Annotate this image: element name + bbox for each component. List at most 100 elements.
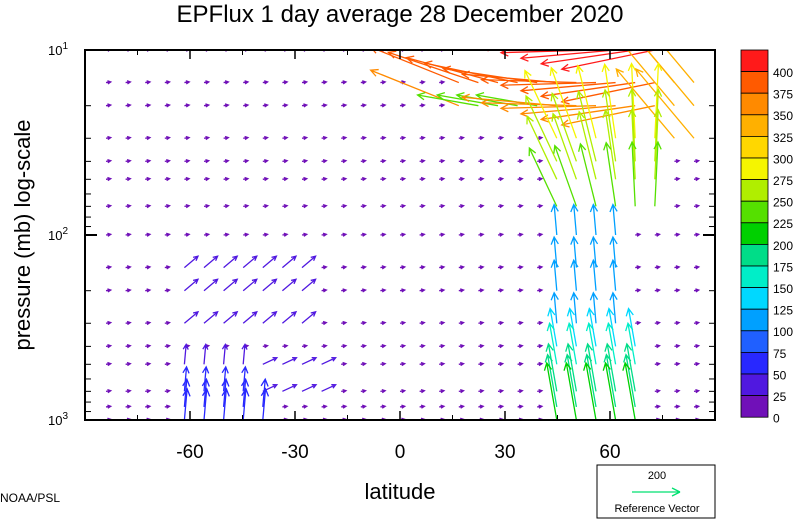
flux-vector <box>674 404 681 409</box>
flux-vector <box>419 404 426 409</box>
flux-vector <box>654 343 661 349</box>
flux-vector <box>360 288 367 293</box>
flux-vector <box>439 288 446 293</box>
flux-vector <box>321 176 328 182</box>
flux-vector <box>517 265 524 270</box>
flux-vector <box>478 176 485 182</box>
flux-vector <box>360 265 367 270</box>
flux-vector <box>578 142 597 207</box>
flux-vector <box>105 135 113 141</box>
flux-vector <box>380 135 387 141</box>
flux-vector <box>380 404 387 409</box>
flux-vector <box>341 388 348 394</box>
flux-vector <box>282 176 289 182</box>
flux-vector <box>517 158 524 164</box>
flux-vector <box>537 343 544 349</box>
flux-vector <box>223 232 230 237</box>
flux-vector <box>203 135 211 141</box>
flux-vector <box>301 356 318 365</box>
flux-vector <box>653 62 663 139</box>
flux-vector <box>182 342 189 365</box>
flux-vector <box>693 388 701 394</box>
flux-vector <box>145 343 152 349</box>
flux-vector <box>693 232 701 237</box>
flux-vector <box>399 203 407 209</box>
flux-vector <box>241 387 250 420</box>
flux-vector <box>321 288 328 293</box>
flux-vector <box>654 232 661 237</box>
flux-vector <box>537 361 544 367</box>
flux-vector <box>145 388 152 394</box>
flux-vector <box>537 232 544 237</box>
flux-vector <box>341 232 348 237</box>
flux-vector <box>575 64 597 139</box>
flux-vector <box>419 265 426 270</box>
flux-vector <box>603 353 617 408</box>
flux-vector <box>221 365 229 392</box>
flux-vector <box>360 158 367 164</box>
flux-vector <box>626 50 675 107</box>
flux-vector <box>301 232 309 237</box>
colorbar-swatch <box>740 287 769 310</box>
flux-vector <box>321 232 328 237</box>
colorbar-label: 150 <box>773 282 793 296</box>
flux-vector <box>125 343 132 349</box>
flux-vector <box>341 343 348 349</box>
flux-vector <box>360 203 367 209</box>
flux-vector <box>399 320 407 326</box>
flux-vector <box>321 404 328 409</box>
flux-vector <box>439 232 446 237</box>
flux-vector <box>399 232 407 237</box>
flux-vector <box>634 67 695 139</box>
flux-vector <box>517 388 524 394</box>
flux-vector <box>360 80 367 85</box>
flux-vector <box>497 135 505 141</box>
flux-vector <box>439 320 446 326</box>
flux-vector <box>223 135 230 141</box>
flux-vector <box>360 404 367 409</box>
flux-vector <box>550 258 559 291</box>
vector-field <box>105 50 701 420</box>
flux-vector <box>537 404 544 409</box>
flux-vector <box>497 265 505 270</box>
flux-vector <box>550 291 559 324</box>
flux-vector <box>566 321 578 365</box>
flux-vector <box>182 365 190 392</box>
flux-vector <box>654 404 661 409</box>
flux-vector <box>184 176 191 182</box>
flux-vector <box>478 343 485 349</box>
flux-vector <box>627 87 637 162</box>
colorbar-label: 325 <box>773 131 793 145</box>
flux-vector <box>260 377 269 407</box>
flux-vector <box>674 232 681 237</box>
flux-vector <box>360 320 367 326</box>
colorbar-label: 25 <box>773 390 787 404</box>
flux-vector <box>243 176 250 182</box>
flux-vector <box>223 80 230 85</box>
flux-vector <box>635 288 642 293</box>
flux-vector <box>380 320 387 326</box>
flux-vector <box>537 176 544 182</box>
y-tick-label: 102 <box>48 226 68 243</box>
flux-vector <box>439 343 446 349</box>
flux-vector <box>653 140 662 207</box>
flux-vector <box>551 112 578 180</box>
flux-vector <box>605 321 617 365</box>
flux-vector <box>604 342 617 392</box>
flux-vector <box>497 404 505 409</box>
flux-vector <box>282 232 289 237</box>
flux-vector <box>125 80 132 85</box>
flux-vector <box>164 265 171 270</box>
flux-vector <box>301 203 309 209</box>
flux-vector <box>439 404 446 409</box>
x-axis-label: latitude <box>365 479 436 504</box>
flux-vector <box>203 176 211 182</box>
flux-vector <box>125 388 132 394</box>
flux-vector <box>674 388 681 394</box>
flux-vector <box>145 80 152 85</box>
reference-vector-label: Reference Vector <box>615 503 700 515</box>
flux-vector <box>321 203 328 209</box>
y-tick-label: 103 <box>48 411 68 428</box>
flux-vector <box>565 342 578 392</box>
